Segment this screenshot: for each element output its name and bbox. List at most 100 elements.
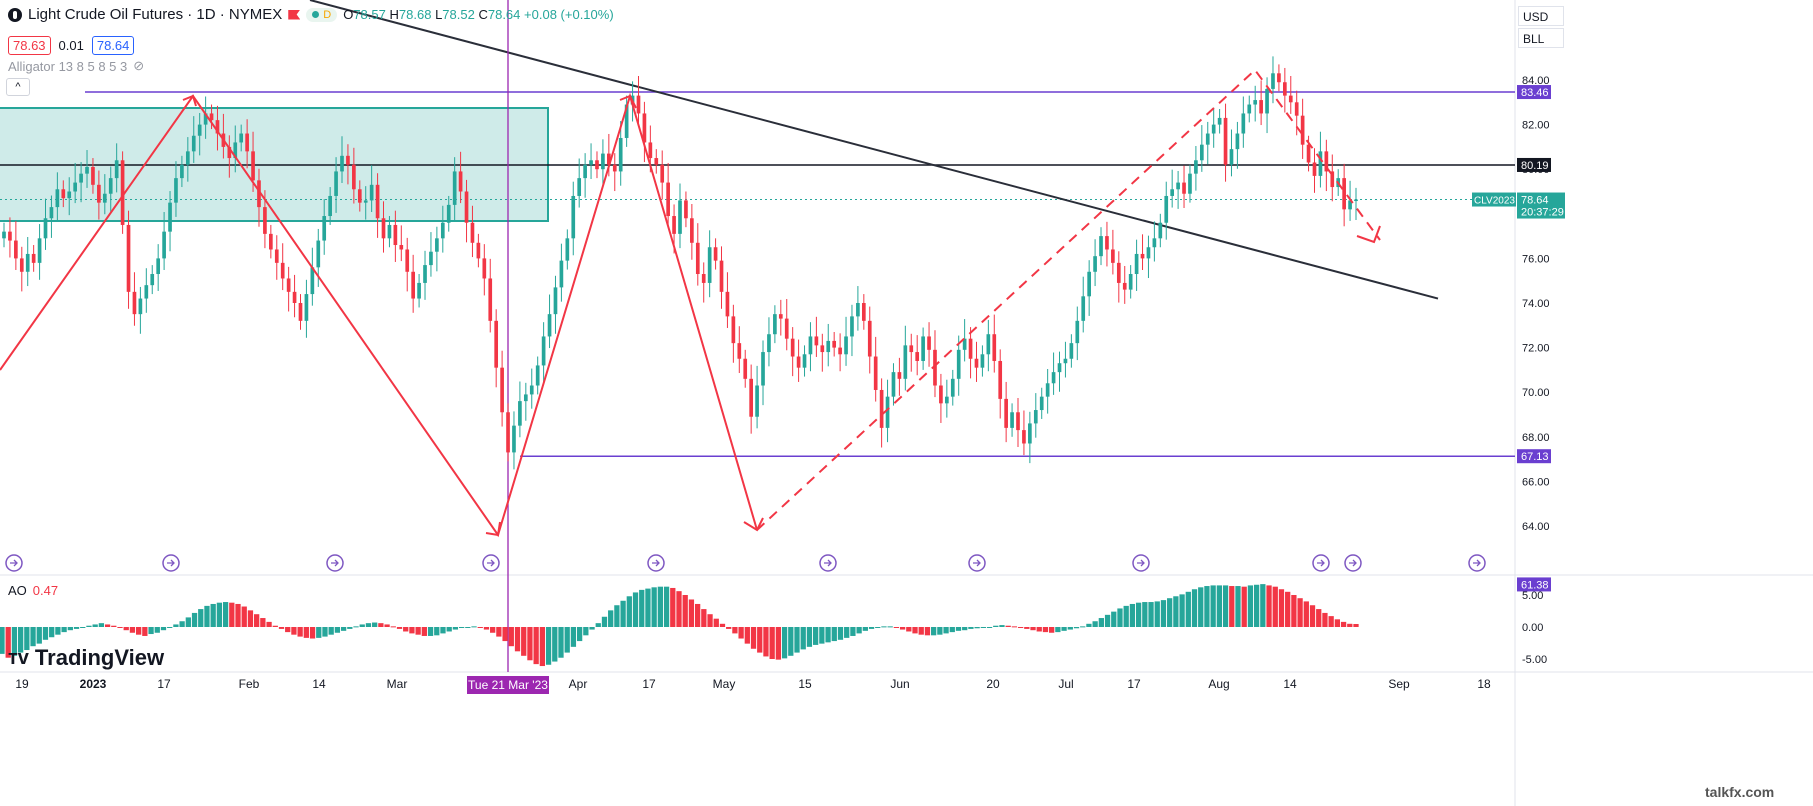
event-arrow-icon [652,559,660,567]
candle [346,155,350,165]
candle [363,200,368,203]
candle [494,320,499,368]
market-open-dot-icon [312,11,320,18]
candle [541,336,546,366]
candle [725,291,730,317]
ao-bar [694,603,701,627]
ao-bar [490,627,496,633]
change-value: +0.08 (+0.10%) [524,7,614,22]
buy-button[interactable]: 78.64 [91,36,135,55]
ao-bar [937,627,943,635]
level-label: 61.38 [1521,579,1549,591]
indicator-name[interactable]: Alligator 13 8 5 8 5 3 [8,58,128,74]
y-tick-label: 74.00 [1522,298,1550,310]
candle [263,207,267,234]
event-arrow-icon [1317,559,1325,567]
ao-bar [893,627,900,628]
candle [565,238,570,261]
candle [962,338,967,350]
market-status-pill[interactable]: D [306,7,338,22]
ao-bar [1011,626,1018,628]
candle [185,151,190,165]
candle [523,394,528,402]
ao-bar [11,627,18,656]
candle [974,358,979,368]
eye-hidden-icon[interactable]: ⊘ [133,58,145,73]
candle [405,249,410,272]
candle [891,372,896,397]
currency-selector[interactable]: USD [1518,6,1564,26]
x-tick-label: Jul [1058,677,1073,691]
candle [120,160,125,225]
ao-bar [1080,626,1086,628]
candle [1247,104,1252,114]
candle [440,222,445,239]
candle [43,218,48,239]
x-tick-label: 15 [798,677,812,691]
candle [939,385,943,404]
candle [1116,262,1121,283]
ao-bar [539,627,545,667]
event-arrow-icon [331,559,339,567]
flag-icon[interactable] [288,9,301,20]
candle [500,367,504,413]
ao-bar [1129,603,1136,627]
event-arrow-icon [10,559,18,567]
candle [743,358,748,379]
candle [417,282,421,299]
ao-bar [316,627,322,638]
candle [85,166,89,174]
candle [832,340,837,348]
ao-bar [788,627,794,656]
candle [826,340,831,353]
candle [1194,160,1198,174]
ao-bar [353,626,359,628]
ao-label[interactable]: AO [8,583,27,598]
open-value: 78.57 [353,7,386,22]
event-arrow-icon [824,559,832,567]
candle [927,336,931,350]
candle [761,352,765,386]
candle [1081,296,1086,321]
sell-button[interactable]: 78.63 [8,36,51,55]
ao-bar [589,627,595,630]
ao-bar [707,614,713,627]
candle [316,240,321,268]
ao-bar [173,624,179,627]
candle [470,222,475,243]
candle [1093,256,1097,272]
ao-bar [651,587,657,627]
ao-bar [1247,585,1254,627]
candle [903,345,908,379]
candle [310,267,315,295]
candle [778,314,783,319]
x-tick-label: 18 [1477,677,1491,691]
ao-bar [229,602,235,627]
ao-bar [1061,627,1067,631]
ao-bar [421,627,427,636]
ao-bar [465,627,471,628]
ao-bar [365,623,372,627]
candle [945,396,949,404]
candle [1140,253,1145,259]
ao-bar [303,627,309,638]
candle [180,164,184,179]
ao-bar [154,627,160,633]
ao-bar [1328,616,1334,627]
symbol-title[interactable]: Light Crude Oil Futures · 1D · NYMEX [28,6,283,23]
candle [660,164,665,183]
x-tick-label: 20 [986,677,1000,691]
ao-bar [297,627,303,637]
tradingview-logo[interactable]: ᴛᴠ TradingView [8,645,164,671]
ao-bar [42,627,49,640]
ao-bar [738,627,744,639]
ao-bar [1191,589,1198,627]
collapse-legend-button[interactable]: ^ [6,78,30,96]
candle [108,178,113,194]
unit-selector[interactable]: BLL [1518,28,1564,48]
x-tick-label: Mar [387,677,408,691]
candle [529,385,534,395]
ao-bar [906,627,912,632]
ao-bar [117,627,123,628]
